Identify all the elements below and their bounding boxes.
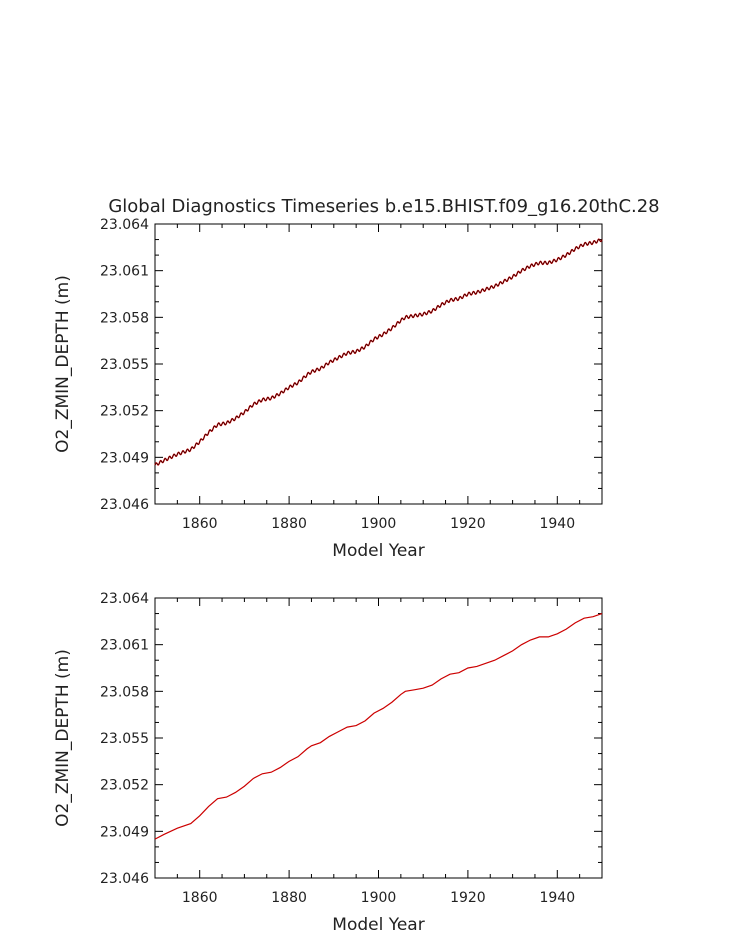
y-tick-label: 23.064 — [100, 591, 149, 607]
y-tick-label: 23.058 — [100, 310, 149, 326]
x-tick-label: 1920 — [450, 890, 486, 906]
plot-frame — [154, 597, 603, 879]
plot-top: 1860 1880 1900 1920 1940 23.046 23.049 23.052 23… — [53, 217, 603, 561]
chart-title: Global Diagnostics Timeseries b.e15.BHIS… — [108, 196, 659, 217]
y-tick-label: 23.055 — [100, 357, 149, 373]
x-tick-label: 1940 — [539, 516, 575, 532]
x-tick-label: 1860 — [182, 516, 218, 532]
y-tick-label: 23.049 — [100, 824, 149, 840]
y-tick-label: 23.055 — [100, 731, 149, 747]
y-axis-label: O2_ZMIN_DEPTH (m) — [53, 275, 73, 453]
y-tick-label: 23.061 — [100, 264, 149, 280]
x-tick-label: 1860 — [182, 890, 218, 906]
y-tick-label: 23.046 — [100, 871, 149, 887]
x-tick-label: 1940 — [539, 890, 575, 906]
x-tick-label: 1880 — [271, 890, 307, 906]
y-tick-label: 23.052 — [100, 404, 149, 420]
y-tick-label: 23.052 — [100, 778, 149, 794]
y-tick-label: 23.058 — [100, 684, 149, 700]
x-tick-label: 1920 — [450, 516, 486, 532]
plot-bottom: 1860 1880 1900 1920 1940 23.046 23.049 23.052 23… — [53, 591, 603, 935]
series-line-annual — [154, 612, 603, 840]
y-tick-label: 23.064 — [100, 217, 149, 233]
y-tick-label: 23.061 — [100, 638, 149, 654]
series-line-overlay — [154, 239, 603, 466]
y-axis-label: O2_ZMIN_DEPTH (m) — [53, 649, 73, 827]
x-axis-label: Model Year — [332, 915, 424, 935]
y-tick-label: 23.046 — [100, 497, 149, 513]
y-tick-label: 23.049 — [100, 450, 149, 466]
series-line-monthly — [154, 238, 603, 466]
x-tick-label: 1880 — [271, 516, 307, 532]
x-tick-label: 1900 — [361, 516, 397, 532]
x-axis-label: Model Year — [332, 541, 424, 561]
x-tick-label: 1900 — [361, 890, 397, 906]
